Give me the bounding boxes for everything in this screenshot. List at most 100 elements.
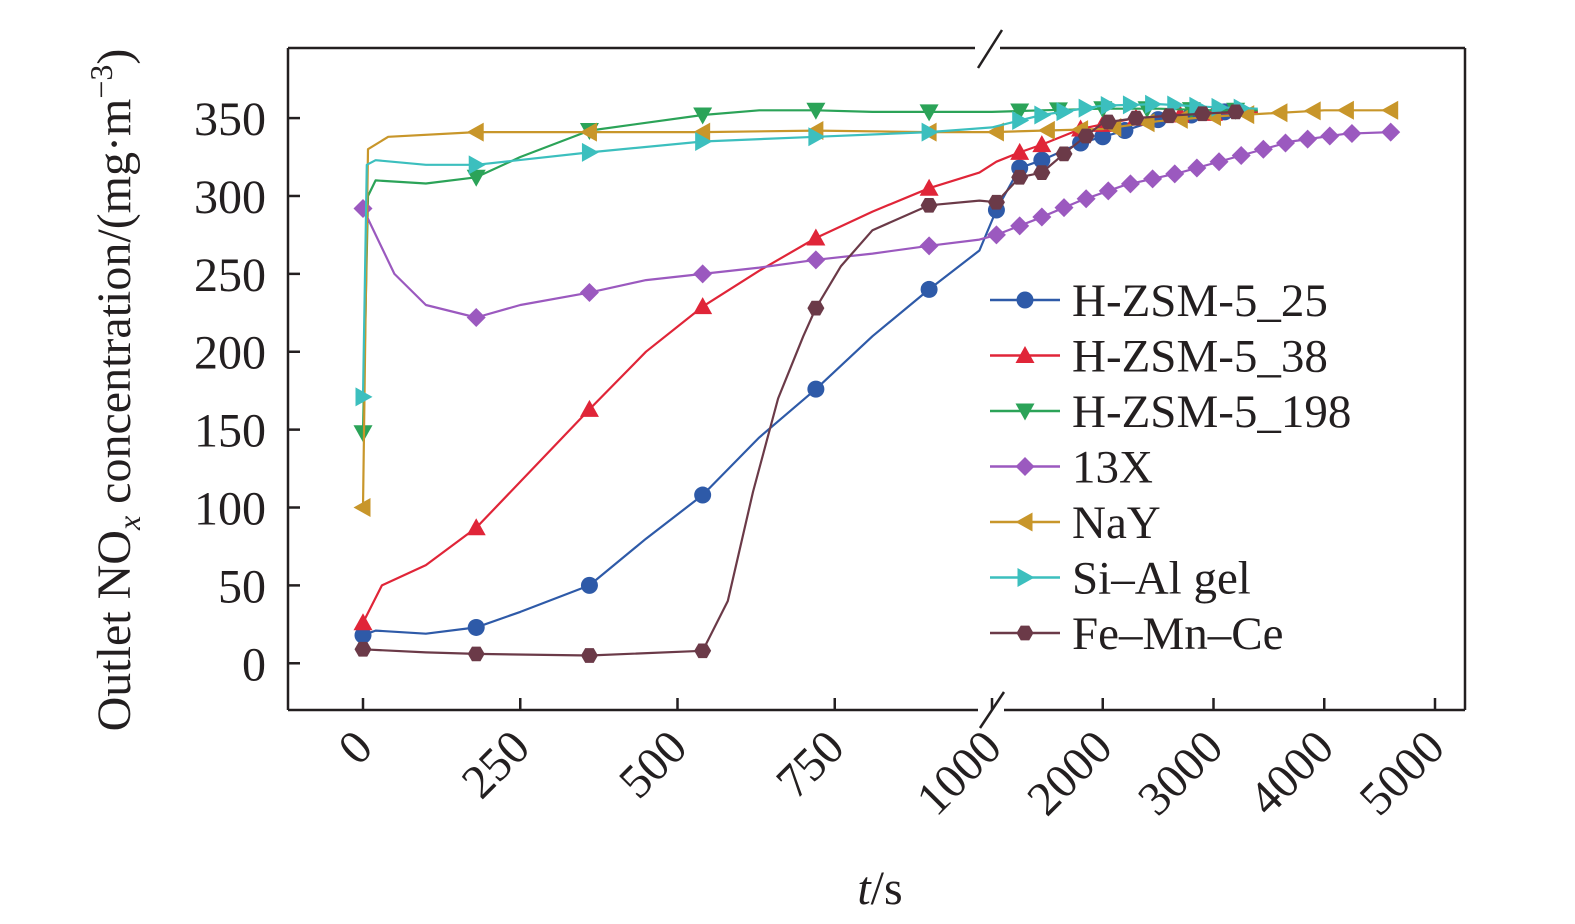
series-marker (986, 225, 1006, 245)
series-marker (1160, 108, 1178, 124)
series-marker (1032, 207, 1052, 227)
series-marker (579, 122, 597, 142)
series-marker (466, 307, 486, 327)
series-marker (468, 155, 486, 175)
series-marker (919, 236, 939, 256)
y-axis-title-middle: concentration/(mg·m (88, 99, 141, 516)
series-marker (1336, 100, 1354, 120)
series-marker (806, 250, 826, 270)
series-marker (1012, 111, 1030, 131)
y-axis-title-prefix: Outlet NO (88, 530, 141, 731)
series-marker (1100, 95, 1118, 115)
y-tick-label: 300 (194, 171, 266, 224)
series-marker (1094, 128, 1112, 146)
series-marker (354, 626, 372, 644)
series-marker (1010, 142, 1030, 160)
series-marker (466, 169, 486, 187)
series-marker (807, 300, 825, 316)
x-axis-title-rest: /s (871, 862, 903, 915)
x-tick-label: 500 (609, 720, 697, 808)
y-axis-title-superscript: −3 (83, 65, 119, 99)
y-axis-title-subscript: x (111, 516, 147, 531)
series-marker (986, 122, 1004, 142)
x-tick-label: 4000 (1239, 720, 1344, 825)
series-marker (1010, 103, 1030, 121)
series-marker (1253, 139, 1273, 159)
series-marker (1077, 128, 1095, 144)
y-tick-label: 250 (194, 249, 266, 302)
series-marker (467, 646, 485, 662)
legend-swatch-marker (1016, 291, 1034, 309)
series-marker (920, 197, 938, 213)
ticks-layer: 0 50 100 150 200 250 300 350 0 250 500 750 1000 2000 3… (194, 93, 1455, 826)
series-6 (354, 104, 1245, 663)
series-marker (693, 297, 713, 315)
x-tick-label: 1000 (906, 720, 1011, 825)
series-marker (693, 107, 713, 125)
legend-item: H-ZSM-5_25 (990, 275, 1328, 327)
series-marker (1099, 114, 1117, 130)
series-0 (354, 103, 1258, 644)
legend-label: H-ZSM-5_25 (1072, 275, 1328, 327)
x-tick-label: 5000 (1349, 720, 1454, 825)
series-marker (1303, 101, 1321, 121)
series-marker (987, 194, 1005, 210)
series-marker (1231, 145, 1251, 165)
series-marker (1187, 158, 1207, 178)
legend-item: Si–Al gel (990, 553, 1251, 605)
series-marker (1120, 174, 1140, 194)
legend-label: 13X (1072, 442, 1153, 494)
series-marker (466, 122, 484, 142)
series-marker (1098, 181, 1118, 201)
series-marker (806, 102, 826, 120)
series-marker (1320, 126, 1340, 146)
y-tick-label: 150 (194, 405, 266, 458)
series-marker (580, 648, 598, 663)
series-marker (354, 641, 372, 657)
y-tick-label: 50 (218, 560, 266, 613)
series-marker (353, 613, 373, 631)
series-marker (1298, 129, 1318, 149)
legend-item: NaY (990, 497, 1161, 549)
y-tick-label: 0 (242, 638, 266, 691)
series-marker (1010, 216, 1030, 236)
series-marker (920, 280, 938, 298)
y-tick-label: 350 (194, 93, 266, 146)
legend-swatch-marker (1017, 568, 1035, 587)
y-tick-label: 200 (194, 327, 266, 380)
series-5 (355, 94, 1258, 407)
legend-item: H-ZSM-5_198 (990, 386, 1351, 438)
legend-label: H-ZSM-5_198 (1072, 386, 1351, 438)
axis-break-mark-top (976, 29, 1004, 69)
x-tick-label: 750 (766, 720, 854, 808)
series-marker (807, 380, 825, 398)
legend-swatch-marker (1015, 457, 1035, 476)
series-marker (1122, 95, 1140, 115)
series-marker (808, 127, 826, 147)
series-marker (1143, 169, 1163, 189)
series-marker (806, 228, 826, 246)
series-marker (1033, 165, 1051, 180)
series-marker (467, 618, 485, 636)
series-marker (355, 387, 373, 407)
series-marker (1275, 133, 1295, 153)
series-marker (581, 142, 599, 162)
series-marker (1056, 102, 1074, 122)
series-marker (1209, 152, 1229, 172)
x-tick-label: 250 (452, 720, 540, 808)
series-marker (919, 104, 939, 122)
y-tick-label: 100 (194, 483, 266, 536)
legend: H-ZSM-5_25H-ZSM-5_38H-ZSM-5_19813XNaYSi–… (990, 275, 1351, 660)
series-marker (1032, 135, 1052, 153)
series-marker (1127, 110, 1145, 126)
series-marker (1381, 122, 1401, 142)
legend-swatch-marker (1015, 512, 1033, 532)
legend-label: H-ZSM-5_38 (1072, 331, 1328, 383)
legend-item: 13X (990, 442, 1153, 494)
legend-label: NaY (1072, 497, 1161, 549)
legend-item: H-ZSM-5_38 (990, 331, 1328, 383)
series-marker (1270, 103, 1288, 123)
series-marker (1055, 146, 1073, 162)
x-tick-label: 2000 (1017, 720, 1122, 825)
legend-swatch-marker (1015, 346, 1035, 363)
